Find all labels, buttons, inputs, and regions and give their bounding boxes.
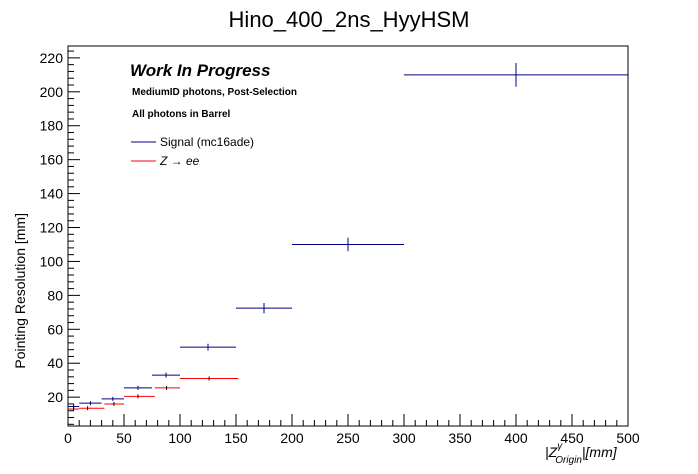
y-tick-label: 100 xyxy=(40,253,64,269)
y-tick-label: 20 xyxy=(47,389,63,405)
chart-title: Hino_400_2ns_HyyHSM xyxy=(229,7,470,32)
x-tick-label: 450 xyxy=(560,430,584,446)
legend: Signal (mc16ade) Z → ee xyxy=(131,135,254,168)
series-0 xyxy=(68,62,628,409)
y-tick-label: 180 xyxy=(40,118,64,134)
series-1 xyxy=(68,376,239,412)
x-tick-label: 350 xyxy=(448,430,472,446)
y-axis: 20 40 60 80 100 120 140 160 180 200 220 xyxy=(40,50,80,425)
x-tick-label: 100 xyxy=(168,430,192,446)
x-axis-label-text: |Zγ Origin|[mm] xyxy=(545,441,618,466)
y-tick-label: 200 xyxy=(40,84,64,100)
x-tick-label: 0 xyxy=(64,430,72,446)
y-tick-label: 140 xyxy=(40,186,64,202)
y-tick-label: 120 xyxy=(40,220,64,236)
x-tick-label: 500 xyxy=(616,430,640,446)
x-tick-label: 200 xyxy=(280,430,304,446)
plot-border xyxy=(67,45,629,427)
region-label: All photons in Barrel xyxy=(132,109,231,120)
x-tick-label: 150 xyxy=(224,430,248,446)
y-tick-label: 60 xyxy=(47,321,63,337)
x-tick-label: 300 xyxy=(392,430,416,446)
y-tick-label: 160 xyxy=(40,152,64,168)
y-tick-label: 40 xyxy=(47,355,63,371)
selection-label: MediumID photons, Post-Selection xyxy=(132,87,297,98)
legend-entry: Signal (mc16ade) xyxy=(160,135,254,149)
x-tick-label: 400 xyxy=(504,430,528,446)
legend-entry: Z → ee xyxy=(159,154,200,168)
work-in-progress-label: Work In Progress xyxy=(130,61,270,80)
x-axis: 0 50 100 150 200 250 300 350 400 450 500 xyxy=(64,414,640,446)
y-axis-label: Pointing Resolution [mm] xyxy=(12,213,28,369)
x-tick-label: 50 xyxy=(116,430,132,446)
x-axis-label: |Zγ Origin|[mm] xyxy=(545,441,618,466)
plot-frame xyxy=(67,45,629,427)
x-tick-label: 250 xyxy=(336,430,360,446)
y-tick-label: 80 xyxy=(47,287,63,303)
y-tick-label: 220 xyxy=(40,50,64,66)
data-series xyxy=(68,62,628,412)
